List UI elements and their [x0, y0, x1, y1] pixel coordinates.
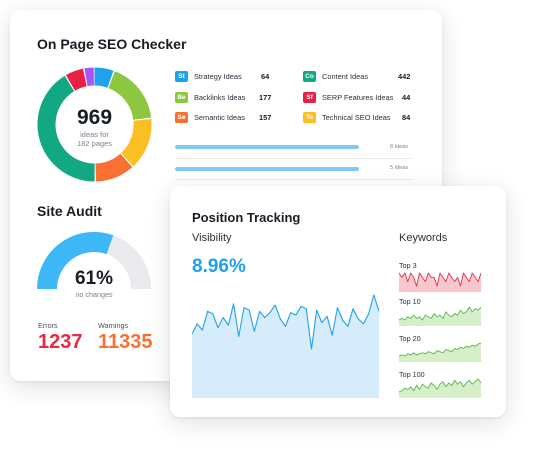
strategy-value: 64 [261, 71, 270, 81]
donut-segment-content [37, 67, 152, 182]
keyword-top-100-sparkline [399, 378, 481, 398]
divider-2 [175, 179, 412, 180]
legend-serp-features-ideas[interactable]: Sf SERP Features Ideas 44 [303, 91, 410, 103]
position-tracking-card: Position Tracking Visibility 8.96% Keywo… [170, 186, 506, 417]
errors-value: 1237 [38, 331, 83, 353]
keyword-top-3-sparkline [399, 272, 481, 292]
warnings-label: Warnings [98, 321, 129, 330]
sparkline-line [399, 306, 481, 321]
progress-label-1: 8 Ideas [390, 144, 409, 150]
keyword-top-3-label: Top 3 [399, 261, 417, 270]
backlinks-label: Backlinks Ideas [194, 92, 246, 102]
donut-segment-semantic [37, 67, 152, 182]
progress-bar-2 [175, 167, 359, 171]
serp-badge: Sf [303, 91, 316, 103]
serp-value: 44 [402, 92, 411, 102]
ideas-donut-chart [37, 67, 152, 182]
warnings-value: 11335 [98, 331, 153, 353]
technical-value: 84 [402, 112, 411, 122]
sparkline-line [399, 342, 481, 357]
sparkline-area [399, 379, 481, 398]
content-badge: Co [303, 70, 316, 82]
strategy-label: Strategy Ideas [194, 71, 242, 81]
donut-segment-strategy [37, 67, 152, 182]
site-audit-percent: 61% [74, 268, 114, 289]
progress-label-2: 5 Ideas [390, 165, 409, 171]
backlinks-value: 177 [259, 92, 272, 102]
sparkline-line [399, 378, 481, 393]
ideas-subtitle-2: 182 pages [76, 139, 113, 148]
strategy-badge: St [175, 70, 188, 82]
keyword-top-10-label: Top 10 [399, 297, 421, 306]
ideas-subtitle-1: ideas for [80, 130, 109, 139]
visibility-area [192, 295, 379, 398]
visibility-line [192, 294, 379, 350]
progress-fill-2 [175, 167, 359, 171]
legend-semantic-ideas[interactable]: Se Semantic Ideas 157 [175, 111, 271, 123]
sparkline-area [399, 343, 481, 362]
technical-badge: Te [303, 111, 316, 123]
content-value: 442 [398, 71, 411, 81]
keyword-top-20-sparkline [399, 342, 481, 362]
keyword-top-10-sparkline [399, 306, 481, 326]
sparkline-line [399, 272, 481, 287]
site-audit-gauge [37, 232, 151, 290]
semantic-label: Semantic Ideas [194, 112, 245, 122]
seo-checker-title: On Page SEO Checker [37, 36, 187, 52]
keyword-top-100-label: Top 100 [399, 370, 425, 379]
progress-fill-1 [175, 145, 359, 149]
semantic-value: 157 [259, 112, 272, 122]
progress-bar-1 [175, 145, 359, 149]
position-tracking-title: Position Tracking [192, 210, 301, 225]
legend-technical-seo-ideas[interactable]: Te Technical SEO Ideas 84 [303, 111, 410, 123]
legend-strategy-ideas[interactable]: St Strategy Ideas 64 [175, 70, 269, 82]
semantic-badge: Se [175, 111, 188, 123]
legend-backlinks-ideas[interactable]: Be Backlinks Ideas 177 [175, 91, 271, 103]
keywords-label: Keywords [399, 232, 448, 244]
keyword-top-20-label: Top 20 [399, 334, 421, 343]
gauge-fill [37, 232, 114, 290]
donut-center: 969 ideas for 182 pages [37, 106, 152, 148]
sparkline-area [399, 307, 481, 326]
visibility-value: 8.96% [192, 256, 246, 277]
visibility-chart [192, 294, 379, 398]
ideas-total: 969 [76, 106, 113, 129]
technical-label: Technical SEO Ideas [322, 112, 391, 122]
serp-label: SERP Features Ideas [322, 92, 394, 102]
divider-1 [175, 158, 412, 159]
content-label: Content Ideas [322, 71, 369, 81]
visibility-label: Visibility [192, 232, 232, 244]
gauge-center: 61% no changes [37, 268, 151, 299]
site-audit-subtitle: no changes [75, 290, 113, 299]
legend-content-ideas[interactable]: Co Content Ideas 442 [303, 70, 410, 82]
sparkline-area [399, 273, 481, 292]
backlinks-badge: Be [175, 91, 188, 103]
errors-label: Errors [38, 321, 58, 330]
site-audit-title: Site Audit [37, 203, 102, 219]
